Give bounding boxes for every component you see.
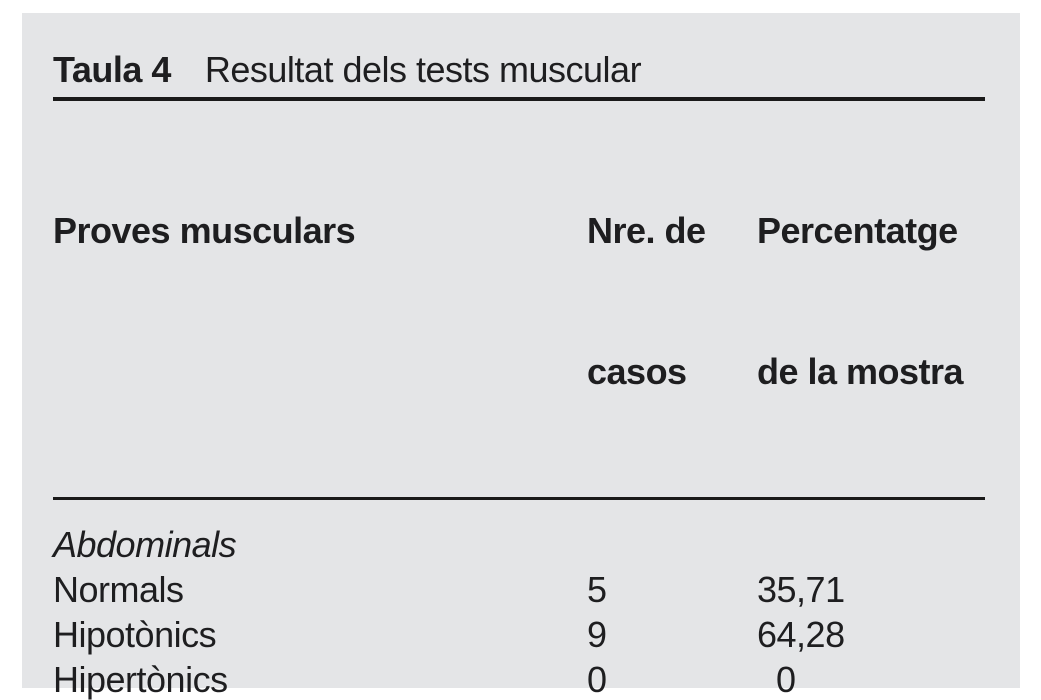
- percentage-value: 35,71: [757, 569, 845, 610]
- header-nre-de-casos: Nre. de casos: [587, 113, 757, 489]
- header-line: Nre. de: [587, 210, 706, 251]
- table-panel: Taula 4 Resultat dels tests muscular Prov…: [22, 13, 1020, 700]
- header-line: Percentatge: [757, 210, 958, 251]
- header-proves-musculars: Proves musculars: [53, 113, 587, 348]
- percentage-value: 64,28: [757, 614, 845, 655]
- percentage-value: 0: [757, 659, 796, 700]
- row-label: Hipotònics: [53, 614, 217, 655]
- table-body: Abdominals Normals 5 35,71 Hipotònics 9 …: [53, 522, 985, 700]
- row-label: Hipertònics: [53, 659, 228, 700]
- section-name-abdominals: Abdominals: [53, 524, 237, 565]
- header-rule: [53, 497, 985, 500]
- table-number-label: Taula 4: [53, 49, 171, 90]
- table-row: Hipotònics 9 64,28: [53, 612, 985, 657]
- header-line: Proves musculars: [53, 210, 356, 251]
- section-header-row: Abdominals: [53, 522, 985, 567]
- table-header-row: Proves musculars Nre. de casos Percentat…: [53, 113, 985, 489]
- cases-value: 9: [587, 614, 607, 655]
- header-percentatge: Percentatge de la mostra: [757, 113, 985, 489]
- table-caption: Taula 4 Resultat dels tests muscular: [53, 49, 985, 91]
- top-rule: [53, 97, 985, 101]
- row-label: Normals: [53, 569, 184, 610]
- table-content: Taula 4 Resultat dels tests muscular Prov…: [53, 13, 985, 700]
- cases-value: 5: [587, 569, 607, 610]
- header-line: casos: [587, 351, 687, 392]
- cases-value: 0: [587, 659, 607, 700]
- header-line: de la mostra: [757, 351, 964, 392]
- table-row: Normals 5 35,71: [53, 567, 985, 612]
- table-row: Hipertònics 0 0: [53, 657, 985, 700]
- table-title: Resultat dels tests muscular: [204, 49, 642, 90]
